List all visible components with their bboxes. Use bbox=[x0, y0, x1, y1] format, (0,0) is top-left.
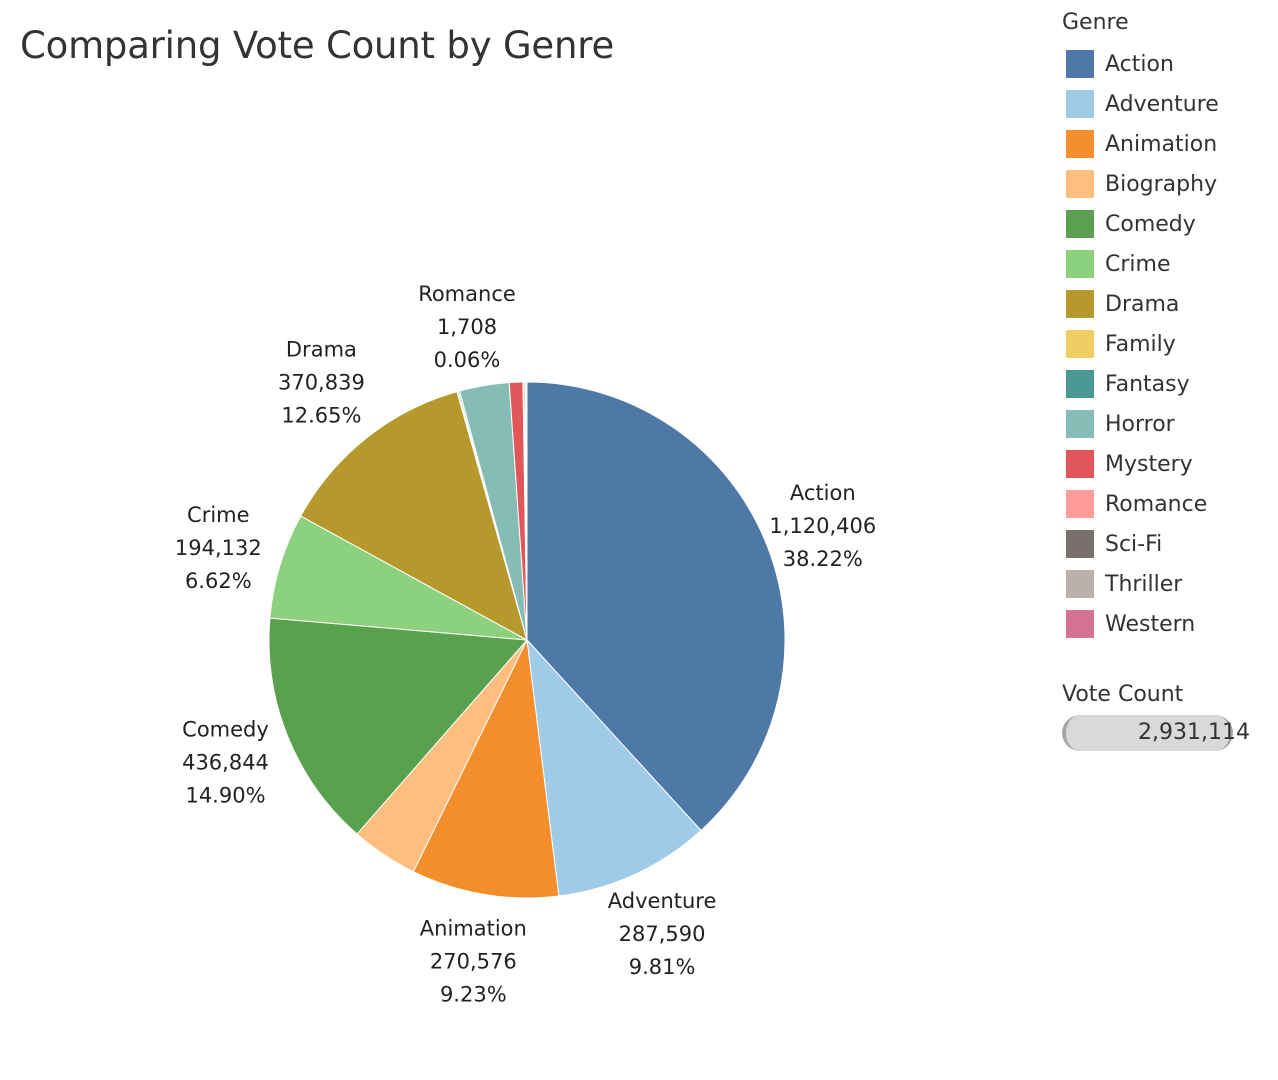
legend-title: Genre bbox=[1062, 10, 1129, 35]
legend-item-drama[interactable]: Drama bbox=[1062, 284, 1272, 324]
legend-swatch bbox=[1066, 610, 1094, 638]
legend-item-fantasy[interactable]: Fantasy bbox=[1062, 364, 1272, 404]
legend-swatch bbox=[1066, 250, 1094, 278]
legend-swatch bbox=[1066, 210, 1094, 238]
legend-item-crime[interactable]: Crime bbox=[1062, 244, 1272, 284]
slice-label-romance: Romance 1,708 0.06% bbox=[418, 282, 516, 372]
pie-slice-crime[interactable] bbox=[269, 515, 528, 641]
legend-label: Horror bbox=[1105, 411, 1175, 437]
slice-label-percent: 38.22% bbox=[783, 547, 863, 571]
slice-label-action: Action 1,120,406 38.22% bbox=[769, 481, 876, 571]
slice-label-percent: 6.62% bbox=[185, 569, 252, 593]
legend-item-thriller[interactable]: Thriller bbox=[1062, 564, 1272, 604]
slice-label-crime: Crime 194,132 6.62% bbox=[175, 503, 262, 593]
pie-slice-drama[interactable] bbox=[300, 391, 528, 642]
slice-label-percent: 12.65% bbox=[281, 404, 361, 428]
legend-label: Fantasy bbox=[1105, 371, 1190, 397]
slice-label-percent: 0.06% bbox=[434, 348, 501, 372]
legend-label: Comedy bbox=[1105, 211, 1196, 237]
legend-label: Western bbox=[1105, 611, 1196, 637]
legend-label: Animation bbox=[1105, 131, 1218, 157]
slice-label-name: Adventure bbox=[608, 889, 717, 913]
legend-item-horror[interactable]: Horror bbox=[1062, 404, 1272, 444]
legend-item-family[interactable]: Family bbox=[1062, 324, 1272, 364]
chart-title: Comparing Vote Count by Genre bbox=[20, 24, 615, 67]
slice-label-value: 287,590 bbox=[619, 922, 706, 946]
legend-item-mystery[interactable]: Mystery bbox=[1062, 444, 1272, 484]
legend-label: Biography bbox=[1105, 171, 1218, 197]
legend-label: Mystery bbox=[1105, 451, 1193, 477]
legend-swatch bbox=[1066, 410, 1094, 438]
legend-item-western[interactable]: Western bbox=[1062, 604, 1272, 644]
pie-slice-action[interactable] bbox=[526, 381, 786, 832]
slice-label-comedy: Comedy 436,844 14.90% bbox=[182, 718, 269, 808]
legend-item-comedy[interactable]: Comedy bbox=[1062, 204, 1272, 244]
vote-count-size-indicator: 2,931,114 bbox=[1062, 715, 1250, 751]
legend-swatch bbox=[1066, 370, 1094, 398]
vote-count-legend-title: Vote Count bbox=[1062, 682, 1184, 707]
legend-label: Family bbox=[1105, 331, 1176, 357]
legend-item-romance[interactable]: Romance bbox=[1062, 484, 1272, 524]
slice-label-adventure: Adventure 287,590 9.81% bbox=[608, 889, 717, 979]
slice-label-animation: Animation 270,576 9.23% bbox=[420, 917, 527, 1007]
legend-item-biography[interactable]: Biography bbox=[1062, 164, 1272, 204]
legend-swatch bbox=[1066, 90, 1094, 118]
pie-slice-comedy[interactable] bbox=[268, 617, 529, 835]
pie-slices bbox=[268, 381, 786, 899]
pie-chart: Action 1,120,406 38.22% Adventure 287,590 9.8… bbox=[175, 282, 876, 1007]
slice-label-name: Drama bbox=[286, 338, 357, 362]
legend-swatch bbox=[1066, 50, 1094, 78]
legend-items: Action Adventure Animation Biography Comedy C… bbox=[1062, 44, 1272, 644]
legend-swatch bbox=[1066, 170, 1094, 198]
pie-slice-animation[interactable] bbox=[412, 638, 560, 899]
slice-label-value: 1,120,406 bbox=[769, 514, 876, 538]
slice-label-value: 194,132 bbox=[175, 536, 262, 560]
legend-item-sci-fi[interactable]: Sci-Fi bbox=[1062, 524, 1272, 564]
legend-label: Thriller bbox=[1105, 571, 1183, 597]
slice-label-drama: Drama 370,839 12.65% bbox=[278, 338, 365, 428]
vote-count-legend: Vote Count 2,931,114 bbox=[1062, 682, 1274, 751]
legend-swatch bbox=[1066, 530, 1094, 558]
legend-label: Romance bbox=[1105, 491, 1208, 517]
legend-item-action[interactable]: Action bbox=[1062, 44, 1272, 84]
slice-label-percent: 9.23% bbox=[440, 983, 507, 1007]
vote-count-total: 2,931,114 bbox=[1138, 720, 1250, 745]
slice-label-percent: 9.81% bbox=[629, 955, 696, 979]
legend-label: Sci-Fi bbox=[1105, 531, 1163, 557]
legend-swatch bbox=[1066, 290, 1094, 318]
slice-label-name: Action bbox=[790, 481, 856, 505]
pie-labels: Action 1,120,406 38.22% Adventure 287,590 9.8… bbox=[175, 282, 876, 1007]
pie-slice-adventure[interactable] bbox=[526, 638, 702, 897]
slice-label-name: Comedy bbox=[182, 718, 269, 742]
slice-label-value: 436,844 bbox=[182, 751, 269, 775]
legend-swatch bbox=[1066, 450, 1094, 478]
legend-label: Action bbox=[1105, 51, 1174, 77]
legend-swatch bbox=[1066, 570, 1094, 598]
slice-label-value: 1,708 bbox=[437, 315, 497, 339]
legend-swatch bbox=[1066, 330, 1094, 358]
slice-label-name: Animation bbox=[420, 917, 527, 941]
legend-label: Crime bbox=[1105, 251, 1171, 277]
slice-label-percent: 14.90% bbox=[185, 784, 265, 808]
legend-label: Adventure bbox=[1105, 91, 1219, 117]
slice-label-value: 370,839 bbox=[278, 371, 365, 395]
genre-legend: Genre Action Adventure Animation Biography C… bbox=[1062, 10, 1272, 644]
slice-label-name: Romance bbox=[418, 282, 516, 306]
slice-label-value: 270,576 bbox=[430, 950, 517, 974]
legend-swatch bbox=[1066, 130, 1094, 158]
legend-label: Drama bbox=[1105, 291, 1180, 317]
slice-label-name: Crime bbox=[187, 503, 250, 527]
legend-item-adventure[interactable]: Adventure bbox=[1062, 84, 1272, 124]
legend-swatch bbox=[1066, 490, 1094, 518]
legend-item-animation[interactable]: Animation bbox=[1062, 124, 1272, 164]
